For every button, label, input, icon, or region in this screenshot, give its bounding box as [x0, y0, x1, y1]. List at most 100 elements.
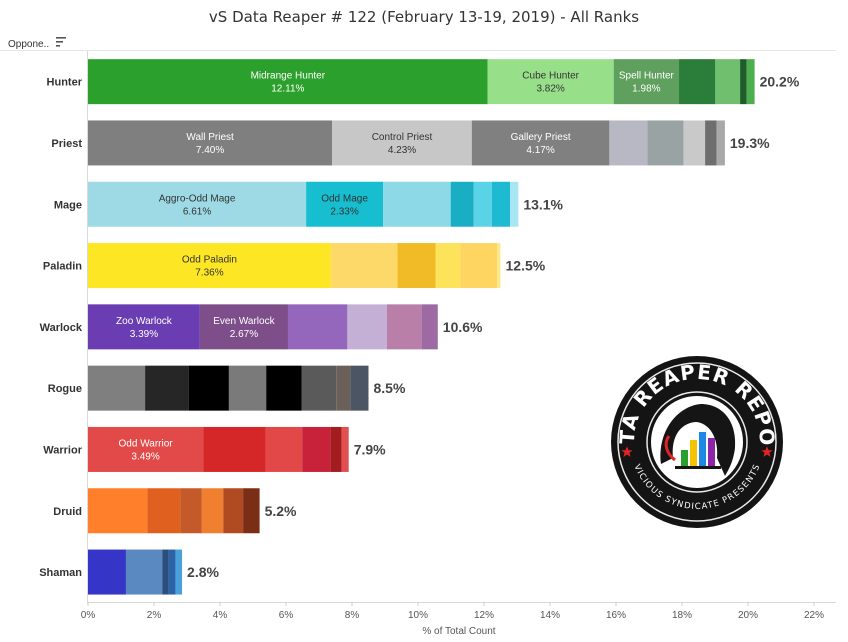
segment-name-label: Aggro-Odd Mage — [159, 193, 236, 204]
segment-name-label: Odd Warrior — [119, 438, 174, 449]
bar-segment-rogue-7[interactable] — [336, 365, 351, 411]
segment-value-label: 4.17% — [526, 145, 554, 156]
bar-segment-rogue-5[interactable] — [266, 365, 302, 411]
total-label-mage: 13.1% — [523, 196, 563, 212]
x-tick-label: 14% — [540, 610, 560, 621]
segment-value-label: 6.61% — [183, 206, 211, 217]
segment-value-label: 1.98% — [632, 84, 660, 95]
bar-segment-shaman-4[interactable] — [168, 549, 176, 595]
bar-segment-paladin-2[interactable] — [330, 243, 398, 289]
bar-segment-priest-8[interactable] — [716, 120, 725, 166]
bar-segment-rogue-2[interactable] — [145, 365, 189, 411]
logo-bar-1 — [681, 450, 688, 466]
bar-segment-warlock-5[interactable] — [386, 304, 422, 350]
bar-segment-warrior-3[interactable] — [265, 426, 303, 472]
bar-segment-druid-4[interactable] — [201, 488, 224, 534]
bar-segment-mage-3[interactable] — [383, 181, 451, 227]
x-tick-label: 10% — [408, 610, 428, 621]
bar-segment-hunter-4[interactable] — [679, 59, 716, 105]
segment-name-label: Wall Priest — [186, 132, 234, 143]
category-label-paladin: Paladin — [43, 261, 82, 273]
segment-value-label: 7.40% — [196, 145, 224, 156]
bar-segment-mage-2[interactable] — [306, 181, 384, 227]
bar-segment-priest-3[interactable] — [471, 120, 610, 166]
bar-segment-paladin-6[interactable] — [497, 243, 501, 289]
bar-segment-paladin-5[interactable] — [460, 243, 498, 289]
bar-segment-hunter-5[interactable] — [715, 59, 741, 105]
segment-name-label: Control Priest — [372, 132, 433, 143]
bar-segment-priest-1[interactable] — [88, 120, 333, 166]
x-axis-title: % of Total Count — [422, 626, 495, 637]
bar-segment-warrior-4[interactable] — [302, 426, 331, 472]
bar-segment-mage-4[interactable] — [450, 181, 474, 227]
bar-segment-paladin-3[interactable] — [397, 243, 436, 289]
bar-segment-hunter-7[interactable] — [746, 59, 755, 105]
bar-segment-hunter-3[interactable] — [613, 59, 680, 105]
bar-segment-druid-1[interactable] — [88, 488, 148, 534]
bar-segment-mage-6[interactable] — [491, 181, 511, 227]
bar-segment-warlock-3[interactable] — [287, 304, 348, 350]
bar-segment-shaman-2[interactable] — [125, 549, 163, 595]
chart-title: vS Data Reaper # 122 (February 13-19, 20… — [208, 8, 640, 26]
category-label-shaman: Shaman — [39, 567, 82, 579]
bar-segment-rogue-4[interactable] — [228, 365, 267, 411]
bar-segment-priest-7[interactable] — [705, 120, 717, 166]
segment-value-label: 3.82% — [536, 84, 564, 95]
bar-segment-paladin-4[interactable] — [435, 243, 461, 289]
bar-segment-mage-1[interactable] — [88, 181, 307, 227]
opponent-filter-label[interactable]: Oppone.. — [8, 39, 50, 50]
bar-segment-rogue-8[interactable] — [350, 365, 369, 411]
bar-segment-warrior-6[interactable] — [341, 426, 349, 472]
bar-segment-warrior-5[interactable] — [330, 426, 342, 472]
bar-segment-hunter-1[interactable] — [88, 59, 488, 105]
category-label-warlock: Warlock — [40, 322, 83, 334]
bar-segment-hunter-2[interactable] — [487, 59, 614, 105]
bar-segment-warlock-1[interactable] — [88, 304, 200, 350]
bar-segment-shaman-1[interactable] — [88, 549, 126, 595]
logo-bar-4 — [708, 438, 715, 466]
bar-segment-hunter-6[interactable] — [740, 59, 747, 105]
category-label-hunter: Hunter — [47, 77, 83, 89]
bar-segment-priest-4[interactable] — [609, 120, 648, 166]
bar-segment-paladin-1[interactable] — [88, 243, 331, 289]
bar-segment-warrior-2[interactable] — [203, 426, 266, 472]
segment-name-label: Midrange Hunter — [251, 71, 326, 82]
bar-segment-priest-2[interactable] — [332, 120, 472, 166]
bar-segment-rogue-6[interactable] — [301, 365, 337, 411]
segment-value-label: 7.36% — [195, 268, 223, 279]
logo-inner-ring-line — [646, 391, 748, 493]
bar-segment-warlock-2[interactable] — [199, 304, 288, 350]
bar-segment-rogue-1[interactable] — [88, 365, 146, 411]
bar-segment-shaman-5[interactable] — [175, 549, 183, 595]
segment-name-label: Gallery Priest — [511, 132, 571, 143]
x-ticks-group: 0% 2% 4% 6% 8% 10% 12% 14% 16% 18% 20% 22% — [81, 602, 824, 621]
bar-segment-druid-2[interactable] — [147, 488, 181, 534]
x-tick-label: 6% — [279, 610, 294, 621]
x-tick-label: 8% — [345, 610, 360, 621]
total-label-rogue: 8.5% — [374, 380, 406, 396]
segment-value-label: 4.23% — [388, 145, 416, 156]
bar-segment-rogue-3[interactable] — [188, 365, 229, 411]
category-label-warrior: Warrior — [43, 444, 82, 456]
sort-icon[interactable] — [56, 37, 68, 47]
x-tick-label: 20% — [738, 610, 758, 621]
bar-segment-druid-6[interactable] — [243, 488, 260, 534]
bar-segment-priest-5[interactable] — [647, 120, 684, 166]
bar-segment-warlock-4[interactable] — [347, 304, 387, 350]
bar-segment-mage-5[interactable] — [473, 181, 492, 227]
reaper-hood-icon — [660, 404, 736, 476]
x-tick-label: 0% — [81, 610, 96, 621]
x-tick-label: 2% — [147, 610, 162, 621]
bar-segment-warlock-6[interactable] — [421, 304, 438, 350]
bar-segment-druid-3[interactable] — [180, 488, 202, 534]
bar-segment-priest-6[interactable] — [683, 120, 706, 166]
category-label-druid: Druid — [53, 506, 82, 518]
bar-segment-shaman-3[interactable] — [162, 549, 169, 595]
bar-segment-mage-7[interactable] — [510, 181, 519, 227]
bar-segment-warrior-1[interactable] — [88, 426, 204, 472]
x-tick-label: 18% — [672, 610, 692, 621]
segment-name-label: Spell Hunter — [619, 71, 675, 82]
bar-segment-druid-5[interactable] — [223, 488, 244, 534]
x-tick-label: 16% — [606, 610, 626, 621]
logo-star-left-icon — [621, 446, 633, 457]
